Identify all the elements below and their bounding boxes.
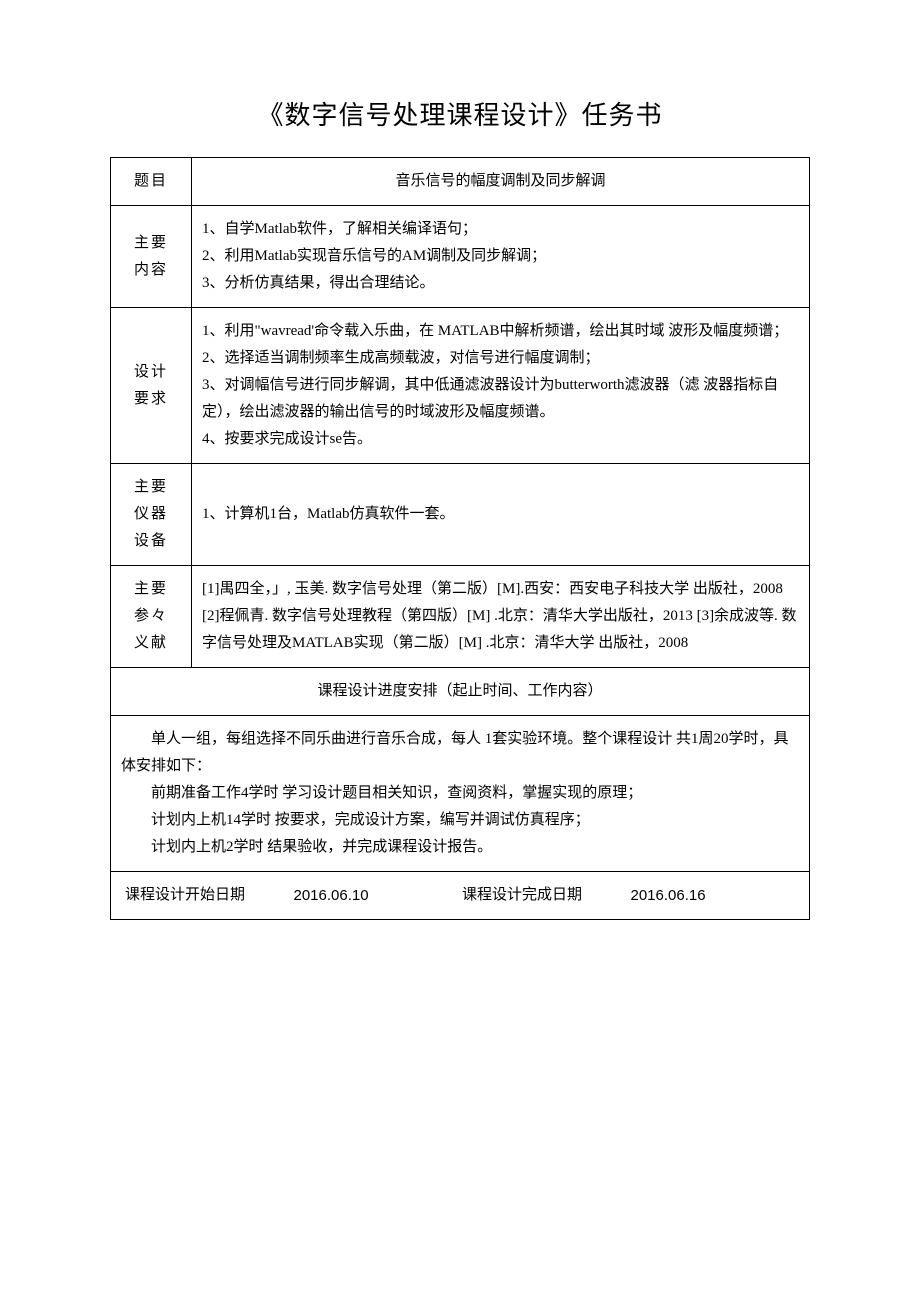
req-line-1: 1、利用"wavread'命令载入乐曲，在 MATLAB中解析频谱，绘出其时域 … (202, 318, 799, 345)
sched-p4: 计划内上机2学时 结果验收，并完成课程设计报告。 (121, 834, 799, 861)
start-date-value: 2016.06.10 (294, 882, 463, 909)
row-schedule-body: 单人一组，每组选择不同乐曲进行音乐合成，每人 1套实验环境。整个课程设计 共1周… (111, 716, 810, 872)
content-equipment: 1、计算机1台，Matlab仿真软件一套。 (192, 464, 810, 566)
row-topic: 题目 音乐信号的幅度调制及同步解调 (111, 158, 810, 206)
row-equipment: 主要 仪器 设备 1、计算机1台，Matlab仿真软件一套。 (111, 464, 810, 566)
dates-cell: 课程设计开始日期 2016.06.10 课程设计完成日期 2016.06.16 (111, 872, 810, 920)
content-main-content: 1、自学Matlab软件，了解相关编译语句； 2、利用Matlab实现音乐信号的… (192, 206, 810, 308)
sched-p1: 单人一组，每组选择不同乐曲进行音乐合成，每人 1套实验环境。整个课程设计 共1周… (121, 726, 799, 780)
mc-line-2: 2、利用Matlab实现音乐信号的AM调制及同步解调； (202, 243, 799, 270)
row-main-content: 主要 内容 1、自学Matlab软件，了解相关编译语句； 2、利用Matlab实… (111, 206, 810, 308)
task-table: 题目 音乐信号的幅度调制及同步解调 主要 内容 1、自学Matlab软件，了解相… (110, 157, 810, 920)
row-schedule-header: 课程设计进度安排（起止时间、工作内容） (111, 668, 810, 716)
schedule-body: 单人一组，每组选择不同乐曲进行音乐合成，每人 1套实验环境。整个课程设计 共1周… (111, 716, 810, 872)
ref-line-2: [2]程佩青. 数字信号处理教程（第四版）[M] .北京：清华大学出版社，201… (202, 603, 799, 657)
content-references: [1]禺四全，」, 玉美. 数字信号处理（第二版）[M].西安：西安电子科技大学… (192, 566, 810, 668)
start-date-label: 课程设计开始日期 (121, 882, 294, 909)
req-line-3: 3、对调幅信号进行同步解调，其中低通滤波器设计为butterworth滤波器（滤… (202, 372, 799, 426)
mc-line-3: 3、分析仿真结果，得出合理结论。 (202, 270, 799, 297)
req-line-4: 4、按要求完成设计se告。 (202, 426, 799, 453)
label-references: 主要 参々 义献 (111, 566, 192, 668)
document-page: 《数字信号处理课程设计》任务书 题目 音乐信号的幅度调制及同步解调 主要 内容 … (0, 0, 920, 1303)
sched-p2: 前期准备工作4学时 学习设计题目相关知识，查阅资料，掌握实现的原理； (121, 780, 799, 807)
end-date-label: 课程设计完成日期 (462, 882, 631, 909)
row-requirements: 设计 要求 1、利用"wavread'命令载入乐曲，在 MATLAB中解析频谱，… (111, 308, 810, 464)
label-equipment: 主要 仪器 设备 (111, 464, 192, 566)
req-line-2: 2、选择适当调制频率生成高频载波，对信号进行幅度调制； (202, 345, 799, 372)
sched-p3: 计划内上机14学时 按要求，完成设计方案，编写并调试仿真程序； (121, 807, 799, 834)
mc-line-1: 1、自学Matlab软件，了解相关编译语句； (202, 216, 799, 243)
end-date-value: 2016.06.16 (631, 882, 800, 909)
row-dates: 课程设计开始日期 2016.06.10 课程设计完成日期 2016.06.16 (111, 872, 810, 920)
page-title: 《数字信号处理课程设计》任务书 (110, 95, 810, 132)
content-requirements: 1、利用"wavread'命令载入乐曲，在 MATLAB中解析频谱，绘出其时域 … (192, 308, 810, 464)
label-topic: 题目 (111, 158, 192, 206)
label-requirements: 设计 要求 (111, 308, 192, 464)
label-main-content: 主要 内容 (111, 206, 192, 308)
row-references: 主要 参々 义献 [1]禺四全，」, 玉美. 数字信号处理（第二版）[M].西安… (111, 566, 810, 668)
ref-line-1: [1]禺四全，」, 玉美. 数字信号处理（第二版）[M].西安：西安电子科技大学… (202, 576, 799, 603)
content-topic: 音乐信号的幅度调制及同步解调 (192, 158, 810, 206)
schedule-header: 课程设计进度安排（起止时间、工作内容） (111, 668, 810, 716)
